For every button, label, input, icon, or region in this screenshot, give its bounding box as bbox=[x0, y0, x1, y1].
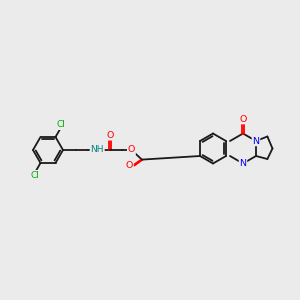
Text: O: O bbox=[106, 131, 113, 140]
Text: NH: NH bbox=[91, 146, 104, 154]
Text: Cl: Cl bbox=[56, 120, 65, 129]
Text: O: O bbox=[128, 146, 135, 154]
Text: Cl: Cl bbox=[31, 171, 40, 180]
Text: O: O bbox=[126, 161, 133, 170]
Text: N: N bbox=[253, 136, 260, 146]
Text: O: O bbox=[239, 115, 247, 124]
Text: N: N bbox=[239, 159, 247, 168]
